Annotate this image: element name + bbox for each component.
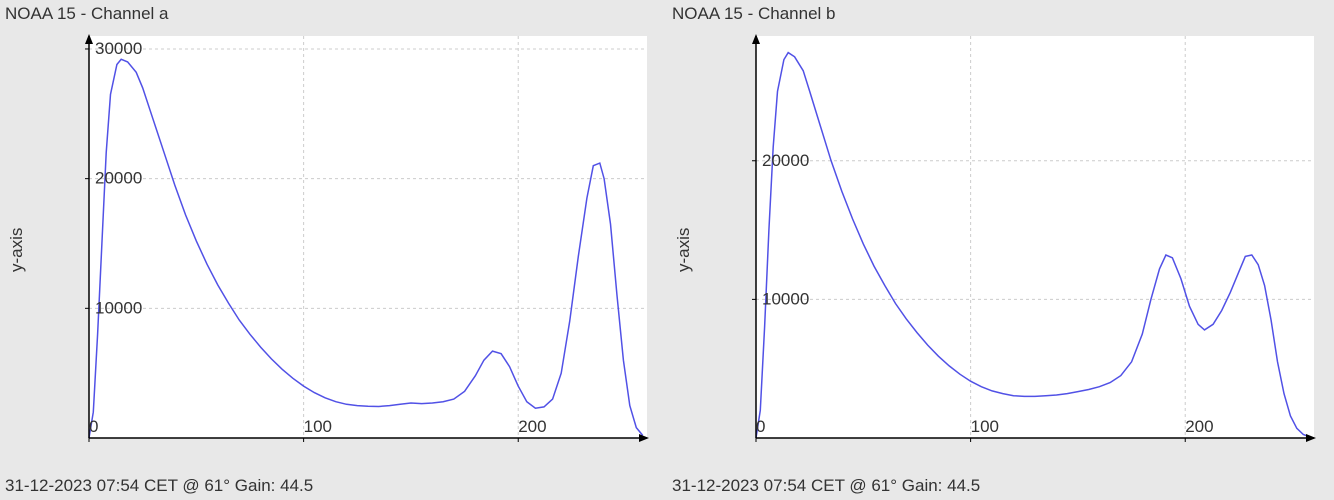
x-tick-label: 200 — [1185, 417, 1213, 436]
chart-title: NOAA 15 - Channel b — [672, 2, 1329, 26]
y-tick-label: 20000 — [95, 169, 142, 188]
chart-body: y-axis 0 100 200 10000 20000 — [672, 26, 1329, 474]
chart-panel-1: NOAA 15 - Channel by-axis 0 100 200 10000 200… — [667, 0, 1334, 500]
x-tick-label: 0 — [756, 417, 765, 436]
x-tick-label: 100 — [971, 417, 999, 436]
chart-svg: 0 100 200 10000 20000 — [696, 26, 1326, 466]
y-tick-label: 10000 — [95, 298, 142, 317]
plot-area — [89, 36, 647, 438]
y-axis-label: y-axis — [672, 26, 696, 474]
chart-svg: 0 100 200 10000 20000 30000 — [29, 26, 659, 466]
y-axis-label: y-axis — [5, 26, 29, 474]
chart-title: NOAA 15 - Channel a — [5, 2, 662, 26]
x-tick-label: 200 — [518, 417, 546, 436]
chart-panel-0: NOAA 15 - Channel ay-axis 0 100 200 10000 200… — [0, 0, 667, 500]
chart-footer: 31-12-2023 07:54 CET @ 61° Gain: 44.5 — [672, 474, 1329, 498]
chart-body: y-axis 0 100 200 10000 20000 30000 — [5, 26, 662, 474]
y-tick-label: 20000 — [762, 151, 809, 170]
y-tick-label: 10000 — [762, 289, 809, 308]
plot-area — [756, 36, 1314, 438]
y-tick-label: 30000 — [95, 39, 142, 58]
x-tick-label: 0 — [89, 417, 98, 436]
x-tick-label: 100 — [304, 417, 332, 436]
chart-footer: 31-12-2023 07:54 CET @ 61° Gain: 44.5 — [5, 474, 662, 498]
